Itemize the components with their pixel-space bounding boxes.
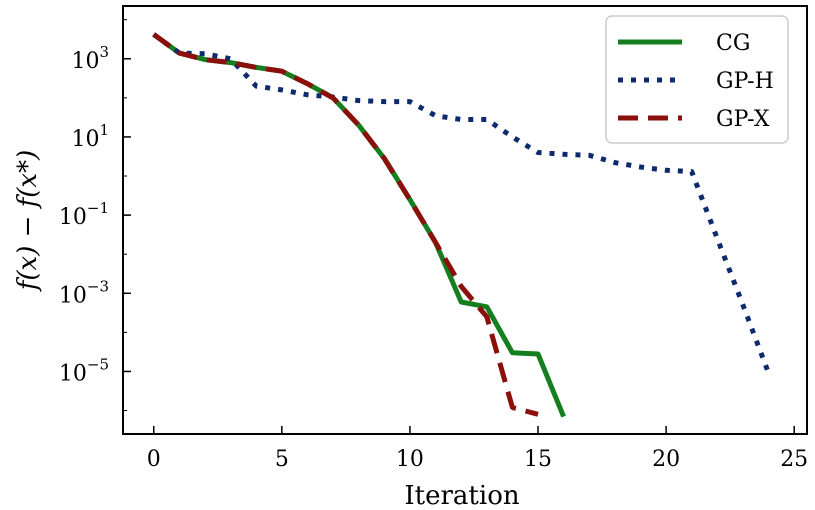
x-tick-label: 5 — [275, 447, 289, 472]
series-layer — [152, 32, 771, 418]
series-line-gp-x — [152, 32, 539, 417]
x-axis-label: Iteration — [404, 481, 519, 510]
legend-box — [605, 15, 789, 144]
x-tick-label: 10 — [396, 447, 424, 472]
y-tick-label: 10−5 — [59, 355, 109, 386]
axis-ticks: 0 5 10 15 20 25 103 101 10−1 10−3 10−5 — [59, 19, 808, 472]
y-axis-label: f(x) − f(x*) — [13, 150, 43, 292]
legend-label-gp-x: GP-X — [716, 107, 770, 132]
plot-frame — [122, 5, 808, 435]
y-tick-label: 10−1 — [59, 199, 109, 230]
x-tick-label: 15 — [524, 447, 552, 472]
y-tick-label: 103 — [71, 43, 109, 74]
x-tick-label: 0 — [147, 447, 161, 472]
legend: CG GP-H GP-X — [605, 15, 789, 144]
series-line-cg — [152, 32, 566, 418]
x-tick-label: 20 — [652, 447, 680, 472]
y-tick-label: 101 — [71, 121, 109, 152]
y-tick-label: 10−3 — [59, 277, 109, 308]
series-line-gp-h — [152, 32, 771, 375]
x-tick-label: 25 — [780, 447, 808, 472]
legend-label-cg: CG — [716, 31, 750, 56]
legend-label-gp-h: GP-H — [716, 69, 774, 94]
